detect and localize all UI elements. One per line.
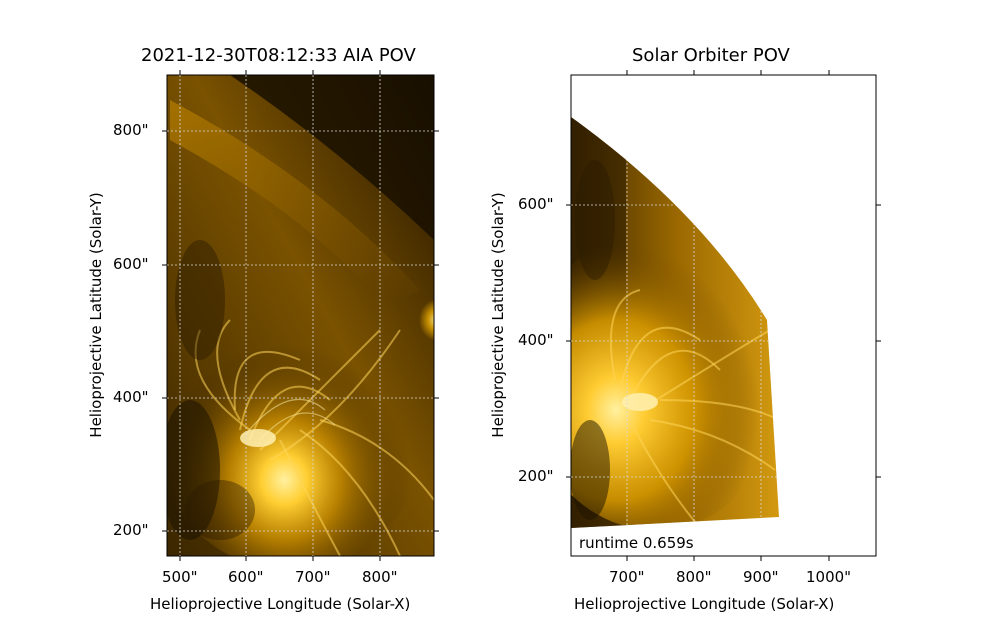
orbiter-ylabel: Helioprojective Latitude (Solar-Y) xyxy=(489,192,507,438)
orbiter-xtick-1000: 1000" xyxy=(806,568,852,586)
aia-ytick-400: 400" xyxy=(113,388,149,406)
orbiter-ytick-600: 600" xyxy=(518,195,554,213)
orbiter-xtick-800: 800" xyxy=(676,568,712,586)
aia-xtick-700: 700" xyxy=(295,568,331,586)
aia-xtick-600: 600" xyxy=(228,568,264,586)
aia-ylabel: Helioprojective Latitude (Solar-Y) xyxy=(87,192,105,438)
aia-axes-frame xyxy=(166,74,435,557)
aia-xlabel: Helioprojective Longitude (Solar-X) xyxy=(150,595,411,613)
runtime-annotation: runtime 0.659s xyxy=(573,532,700,554)
orbiter-xlabel: Helioprojective Longitude (Solar-X) xyxy=(574,595,835,613)
aia-xtick-500: 500" xyxy=(162,568,198,586)
aia-grid xyxy=(167,75,434,556)
aia-solar-image xyxy=(167,75,434,556)
orbiter-xtick-700: 700" xyxy=(609,568,645,586)
orbiter-axes-frame xyxy=(570,74,877,557)
orbiter-title: Solar Orbiter POV xyxy=(632,45,790,66)
solar-orbiter-image xyxy=(571,117,779,528)
aia-ytick-800: 800" xyxy=(113,121,149,139)
orbiter-ytick-400: 400" xyxy=(518,331,554,349)
aia-xtick-800: 800" xyxy=(362,568,398,586)
aia-ytick-200: 200" xyxy=(113,521,149,539)
aia-title: 2021-12-30T08:12:33 AIA POV xyxy=(141,45,416,66)
orbiter-ytick-200: 200" xyxy=(518,467,554,485)
aia-ytick-600: 600" xyxy=(113,255,149,273)
orbiter-xtick-900: 900" xyxy=(743,568,779,586)
